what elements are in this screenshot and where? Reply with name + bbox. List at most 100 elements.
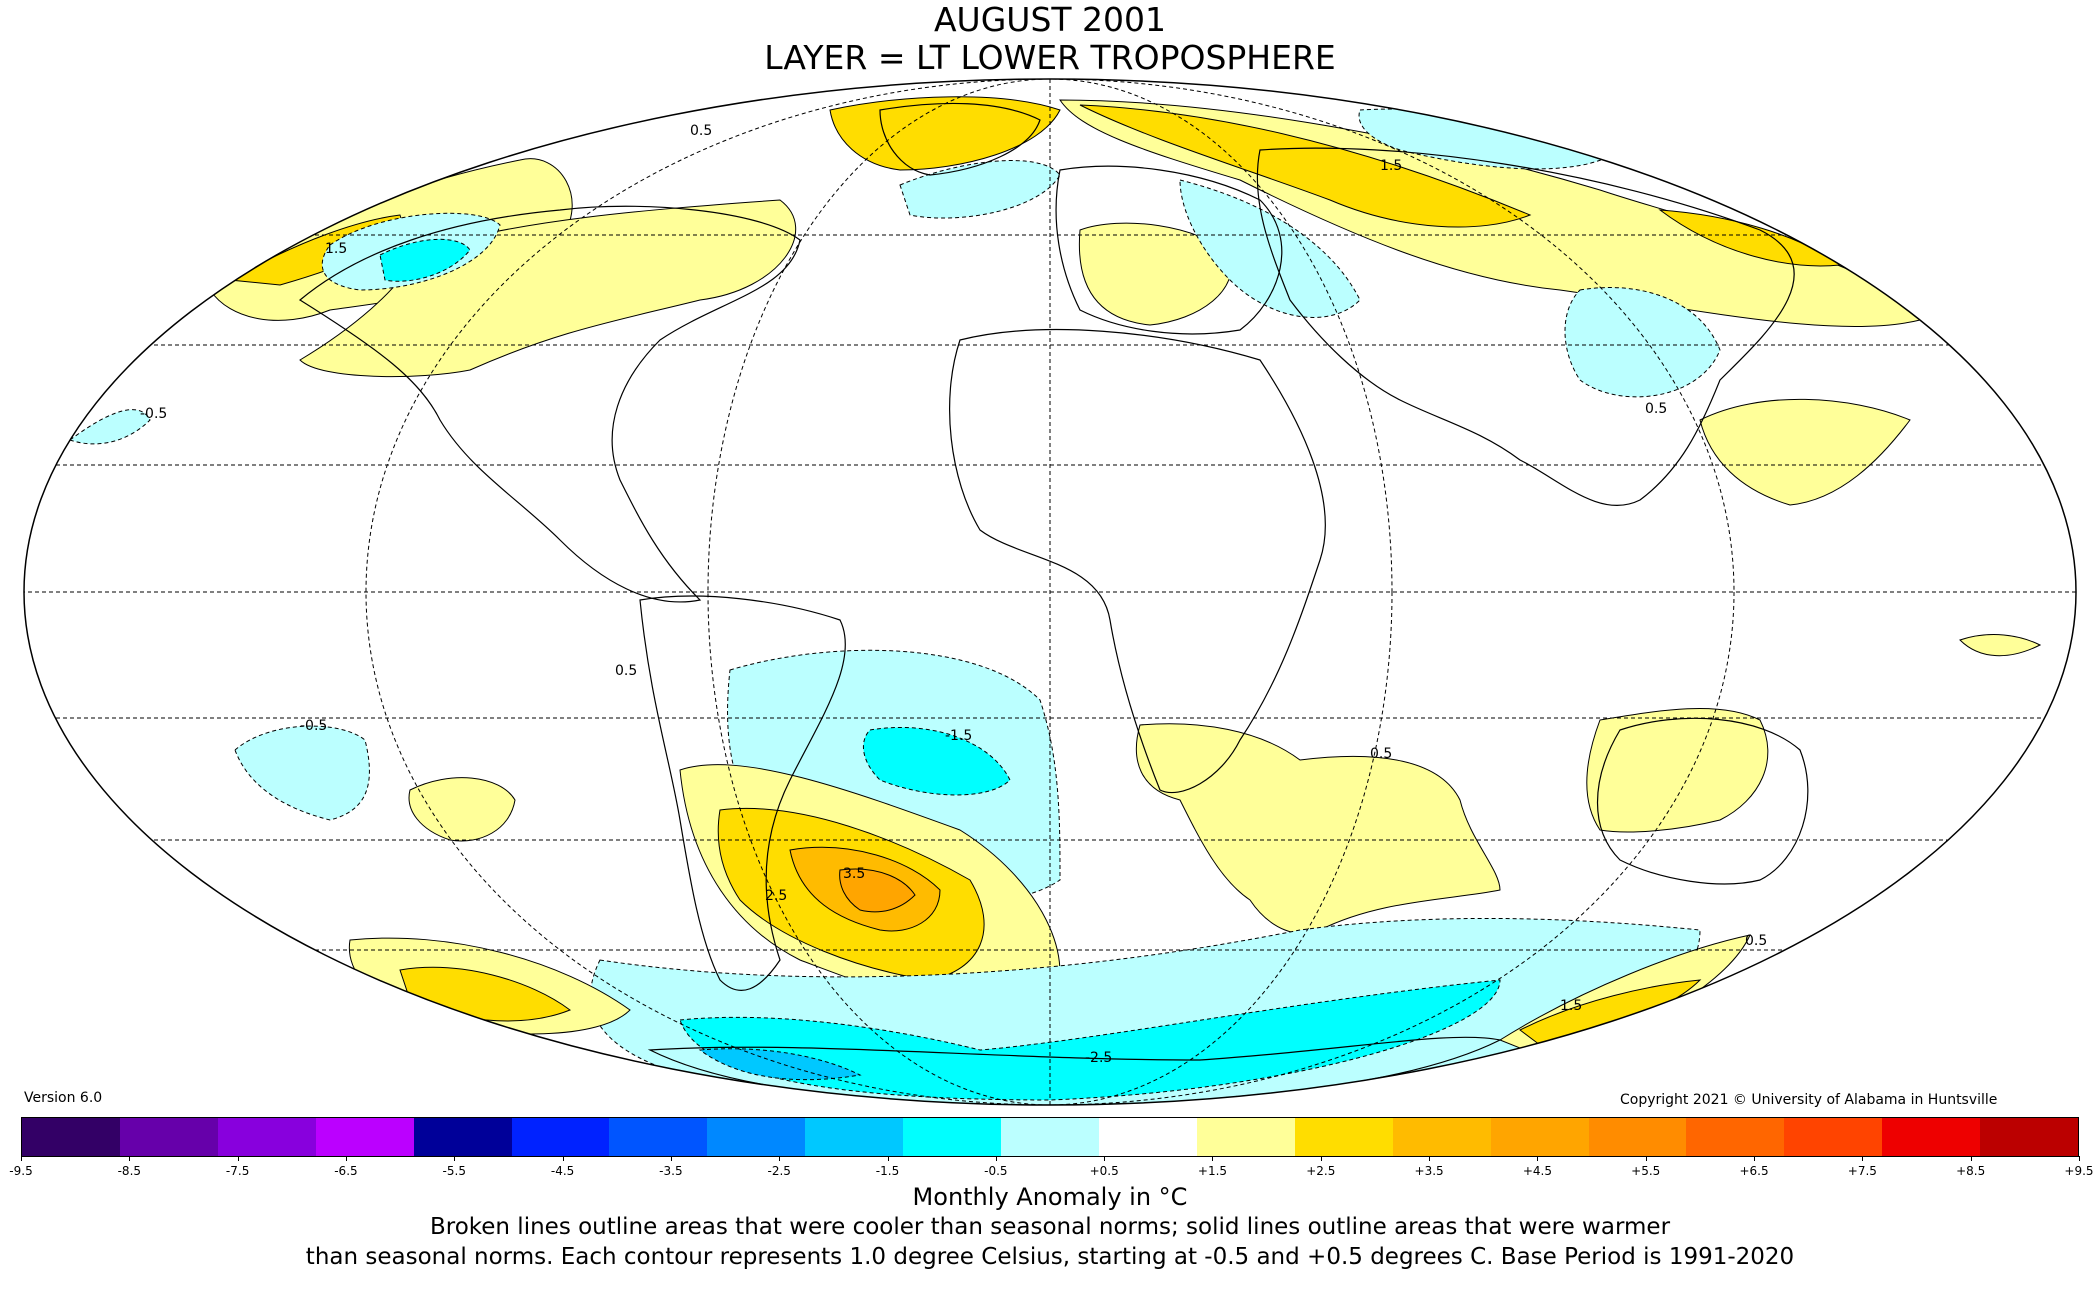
contour-label: 0.5 <box>1745 933 1767 949</box>
warm-region-west-pacific <box>1699 398 1911 506</box>
colorbar-swatch <box>1784 1118 1883 1156</box>
europe-outline <box>1055 165 1283 335</box>
warm-region-siberia-core <box>1079 104 1532 228</box>
contour-label: -1.5 <box>945 728 972 744</box>
colorbar-ticks: -9.5 -8.5 -7.5 -6.5 -5.5 -4.5 -3.5 -2.5 -1.5 -0.5… <box>9 1156 2094 1178</box>
africa-outline <box>949 329 1326 794</box>
north-america-outline <box>298 205 801 603</box>
colorbar-tick-mark <box>1212 1156 1214 1161</box>
colorbar-swatch <box>1294 1118 1393 1156</box>
contour-label: -0.5 <box>140 406 167 422</box>
colorbar-tick-mark <box>995 1156 997 1161</box>
colorbar-tick-mark <box>237 1156 239 1161</box>
colorbar-tick-label: +4.5 <box>1522 1164 1552 1178</box>
colorbar <box>21 1117 2079 1157</box>
anomaly-fields <box>68 96 2042 1105</box>
colorbar-swatch <box>1588 1118 1687 1156</box>
cool-region-south-atlantic-core <box>862 726 1011 796</box>
contour-labels: 1.5 0.5 -0.5 -1.5 2.5 3.5 0.5 -2.5 1.5 -… <box>140 123 1767 1066</box>
south-america-outline <box>639 595 846 991</box>
colorbar-tick-mark <box>1754 1156 1756 1161</box>
colorbar-tick-label: -8.5 <box>117 1164 142 1178</box>
colorbar-tick-label: +9.5 <box>2064 1164 2094 1178</box>
contour-label: 2.5 <box>765 888 787 904</box>
cool-region-antarctic-core2 <box>698 1048 862 1081</box>
colorbar-tick-label: -3.5 <box>659 1164 683 1178</box>
colorbar-tick-label: +0.5 <box>1089 1164 1119 1178</box>
colorbar-tick-label: -6.5 <box>334 1164 358 1178</box>
copyright-label: Copyright 2021 © University of Alabama i… <box>1620 1092 1998 1108</box>
colorbar-swatch <box>413 1118 512 1156</box>
colorbar-tick-mark <box>670 1156 672 1161</box>
warm-region-south-pacific <box>408 777 516 842</box>
colorbar-tick-mark <box>1862 1156 1864 1161</box>
colorbar-tick-mark <box>779 1156 781 1161</box>
warm-region-south-pacific-west <box>1959 634 2042 657</box>
warm-region-australia <box>1586 708 1769 833</box>
warm-region-southern-africa <box>1135 723 1501 935</box>
caption-line-2: than seasonal norms. Each contour repres… <box>305 1244 1795 1270</box>
cool-region-atlantic <box>899 160 1061 219</box>
warm-region-europe <box>1078 222 1232 326</box>
colorbar-tick-mark <box>1429 1156 1431 1161</box>
cool-region-china <box>1564 287 1721 398</box>
contour-label: 1.5 <box>1380 158 1402 174</box>
colorbar-swatch <box>1686 1118 1785 1156</box>
colorbar-swatch <box>609 1118 708 1156</box>
colorbar-swatch <box>805 1118 904 1156</box>
colorbar-swatch <box>1098 1118 1197 1156</box>
colorbar-tick-mark <box>129 1156 131 1161</box>
colorbar-swatch <box>22 1118 120 1156</box>
colorbar-tick-mark <box>2079 1156 2080 1161</box>
colorbar-tick-label: -9.5 <box>9 1164 33 1178</box>
graticule <box>24 79 2076 1105</box>
colorbar-tick-mark <box>1537 1156 1539 1161</box>
colorbar-tick-mark <box>562 1156 564 1161</box>
colorbar-tick-mark <box>887 1156 889 1161</box>
caption-line-1: Broken lines outline areas that were coo… <box>429 1214 1671 1240</box>
colorbar-tick-mark <box>1104 1156 1106 1161</box>
contour-label: -0.5 <box>300 718 327 734</box>
colorbar-swatch <box>1196 1118 1295 1156</box>
colorbar-swatch <box>1882 1118 1981 1156</box>
colorbar-tick-label: +8.5 <box>1956 1164 1986 1178</box>
contour-label: 1.5 <box>1560 998 1582 1014</box>
contour-label: 0.5 <box>690 123 712 139</box>
colorbar-tick-label: +2.5 <box>1306 1164 1336 1178</box>
map-subtitle: LAYER = LT LOWER TROPOSPHERE <box>764 38 1336 77</box>
asia-outline <box>1256 147 1795 506</box>
colorbar-swatch <box>1001 1118 1099 1156</box>
colorbar-swatch <box>707 1118 806 1156</box>
contour-label: 0.5 <box>1370 746 1392 762</box>
colorbar-tick-label: +3.5 <box>1414 1164 1444 1178</box>
colorbar-tick-label: -2.5 <box>767 1164 791 1178</box>
contour-label: 3.5 <box>843 866 865 882</box>
colorbar-tick-label: -0.5 <box>984 1164 1008 1178</box>
colorbar-tick-label: +5.5 <box>1631 1164 1661 1178</box>
colorbar-swatch <box>1980 1118 2079 1156</box>
colorbar-tick-mark <box>454 1156 456 1161</box>
colorbar-unit-label: Monthly Anomaly in °C <box>912 1183 1188 1211</box>
colorbar-swatch <box>511 1118 610 1156</box>
colorbar-tick-mark <box>1320 1156 1322 1161</box>
australia-outline <box>1597 717 1809 885</box>
warm-region-north-america <box>299 199 797 378</box>
colorbar-tick-mark <box>1970 1156 1972 1161</box>
cool-region-antarctic-core <box>679 979 1501 1101</box>
colorbar-swatch <box>1392 1118 1491 1156</box>
colorbar-swatch <box>1490 1118 1589 1156</box>
colorbar-swatch <box>903 1118 1002 1156</box>
colorbar-tick-label: -4.5 <box>550 1164 575 1178</box>
version-label: Version 6.0 <box>24 1090 103 1106</box>
contour-label: -2.5 <box>1085 1050 1112 1066</box>
globe-outline <box>23 78 2077 1106</box>
colorbar-tick-label: +6.5 <box>1739 1164 1769 1178</box>
colorbar-tick-label: -1.5 <box>875 1164 900 1178</box>
cool-region-alaska-core <box>379 238 471 282</box>
contour-label: 1.5 <box>325 241 347 257</box>
colorbar-tick-label: +1.5 <box>1197 1164 1228 1178</box>
colorbar-swatch <box>119 1118 218 1156</box>
contour-label: 0.5 <box>1645 401 1667 417</box>
colorbar-tick-label: -5.5 <box>442 1164 466 1178</box>
colorbar-tick-label: -7.5 <box>225 1164 250 1178</box>
